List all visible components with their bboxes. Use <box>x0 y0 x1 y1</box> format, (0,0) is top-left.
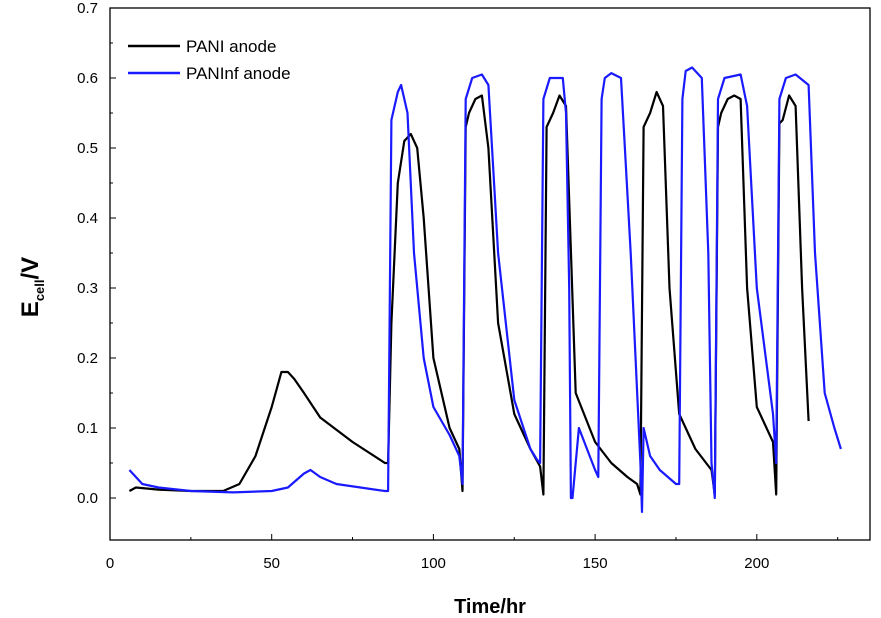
ticks <box>109 7 839 540</box>
legend-label-pani: PANI anode <box>186 37 276 56</box>
y-tick-label: 0.6 <box>77 70 98 87</box>
y-tick-label: 0.2 <box>77 350 98 367</box>
y-tick-label: 0.5 <box>77 140 98 157</box>
plot-frame <box>109 7 871 541</box>
y-axis-title: Ecell/V <box>17 257 47 317</box>
y-tick-label: 0.7 <box>77 0 98 17</box>
y-axis-title-subscript: cell <box>32 279 47 301</box>
y-tick-label: 0.4 <box>77 210 98 227</box>
legend: PANI anode PANInf anode <box>128 37 291 83</box>
y-tick-label: 0.1 <box>77 420 98 437</box>
legend-label-paninf: PANInf anode <box>186 64 291 83</box>
tick-labels: 0 50 100 150 200 0.0 0.1 0.2 0.3 0.4 0.5 0.6 0.7 <box>77 0 769 572</box>
x-tick-label: 100 <box>421 555 446 572</box>
x-tick-label: 200 <box>744 555 769 572</box>
x-tick-label: 50 <box>263 555 280 572</box>
series-lines <box>128 66 842 514</box>
y-tick-label: 0.3 <box>77 280 98 297</box>
y-axis-title-main: E <box>17 301 44 317</box>
y-axis-title-tail: /V <box>17 257 44 280</box>
x-tick-label: 150 <box>583 555 608 572</box>
series-line-pani <box>128 90 810 496</box>
x-axis-title: Time/hr <box>454 596 526 618</box>
x-tick-label: 0 <box>106 555 114 572</box>
series-line-paninf <box>128 66 842 514</box>
y-tick-label: 0.0 <box>77 490 98 507</box>
